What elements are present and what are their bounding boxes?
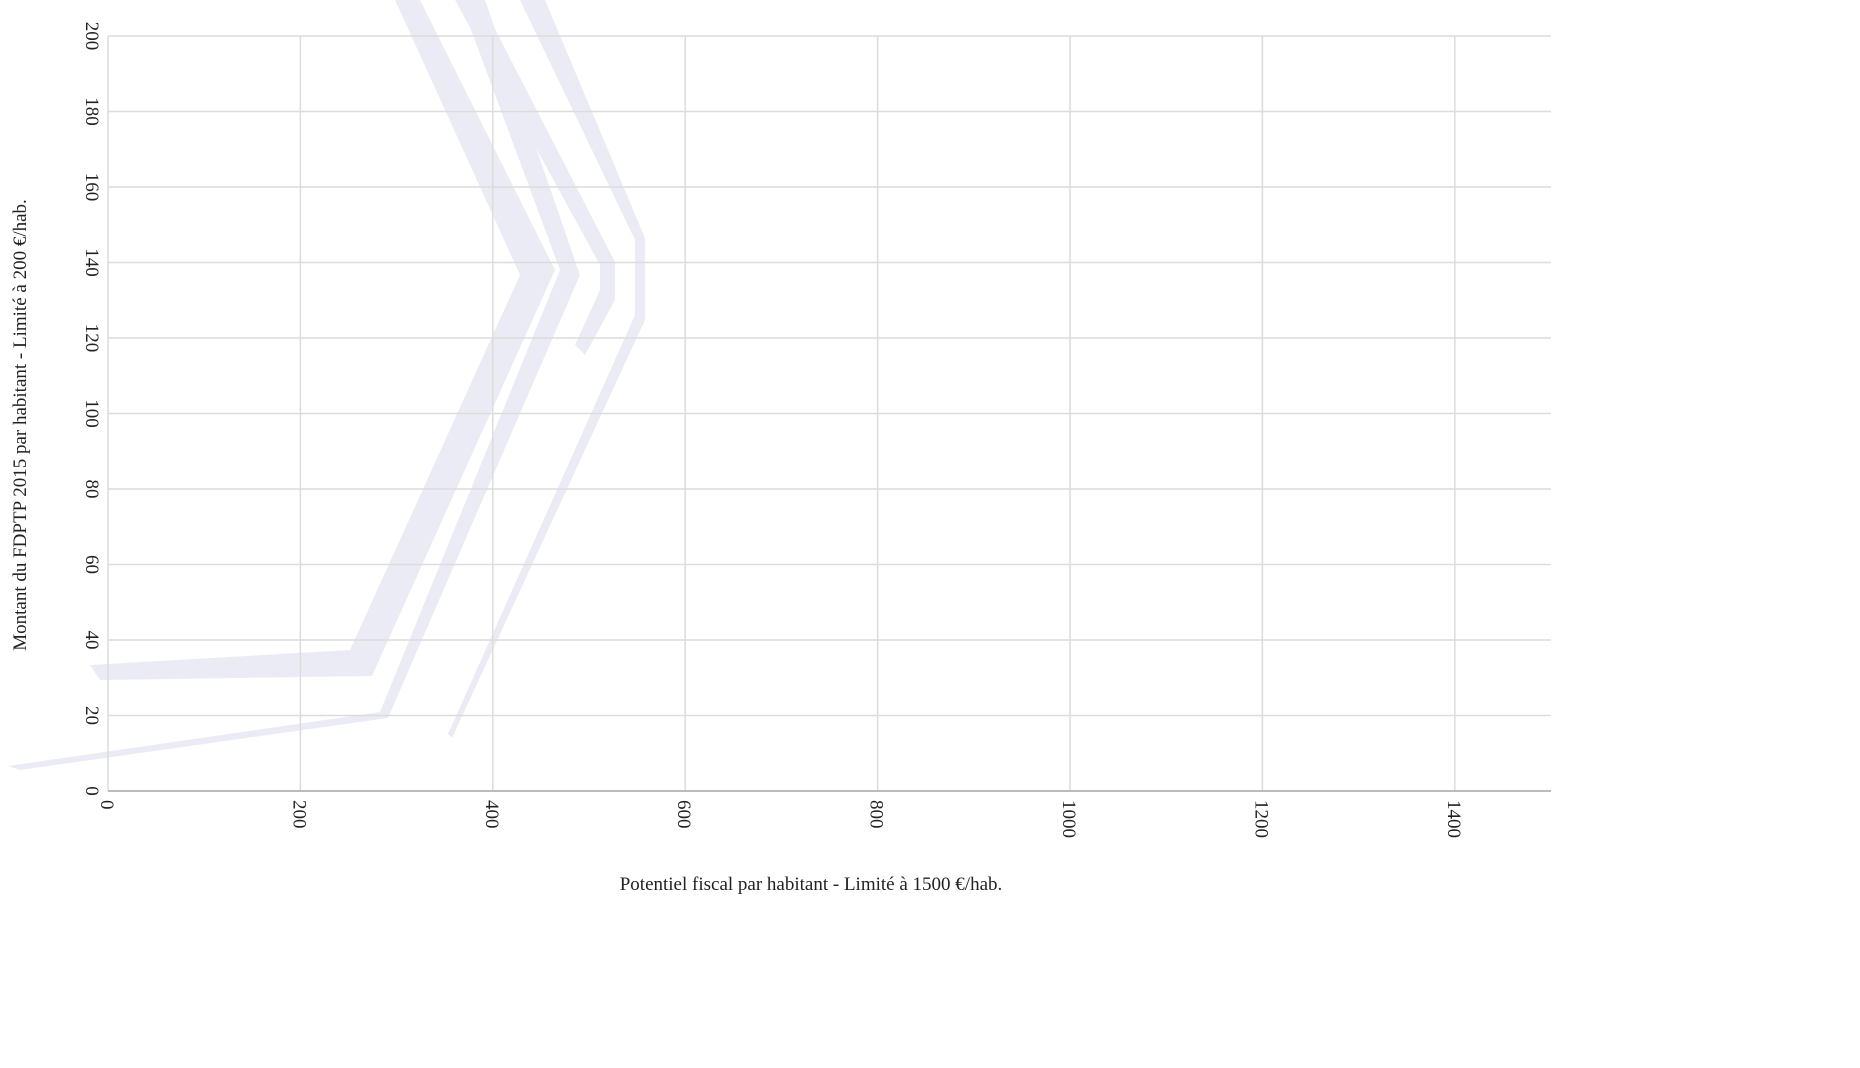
x-tick-label: 800: [866, 800, 887, 829]
x-tick-label: 600: [673, 800, 694, 829]
y-tick-label: 120: [81, 324, 102, 353]
y-tick-label: 100: [81, 399, 102, 428]
y-tick-label: 180: [81, 97, 102, 126]
y-tick-label: 80: [81, 480, 102, 499]
y-tick-label: 200: [81, 22, 102, 51]
y-tick-label: 20: [81, 706, 102, 725]
y-tick-label: 140: [81, 248, 102, 277]
watermark: [8, 0, 645, 770]
y-tick-label: 60: [81, 555, 102, 574]
y-tick-label: 160: [81, 173, 102, 202]
y-axis-title: Montant du FDPTP 2015 par habitant - Lim…: [10, 199, 31, 651]
x-tick-label: 1400: [1443, 800, 1464, 838]
page: Potentiel fiscal par habitant - Limité à…: [0, 0, 1860, 1068]
chart: Potentiel fiscal par habitant - Limité à…: [0, 0, 1860, 1068]
x-tick-label: 200: [288, 800, 309, 829]
x-tick-label: 400: [481, 800, 502, 829]
x-tick-label: 1200: [1250, 800, 1271, 838]
x-tick-label: 1000: [1058, 800, 1079, 838]
y-tick-label: 40: [81, 631, 102, 650]
x-axis-title: Potentiel fiscal par habitant - Limité à…: [620, 874, 1003, 895]
y-tick-label: 0: [81, 786, 102, 796]
x-tick-label: 0: [96, 800, 117, 810]
